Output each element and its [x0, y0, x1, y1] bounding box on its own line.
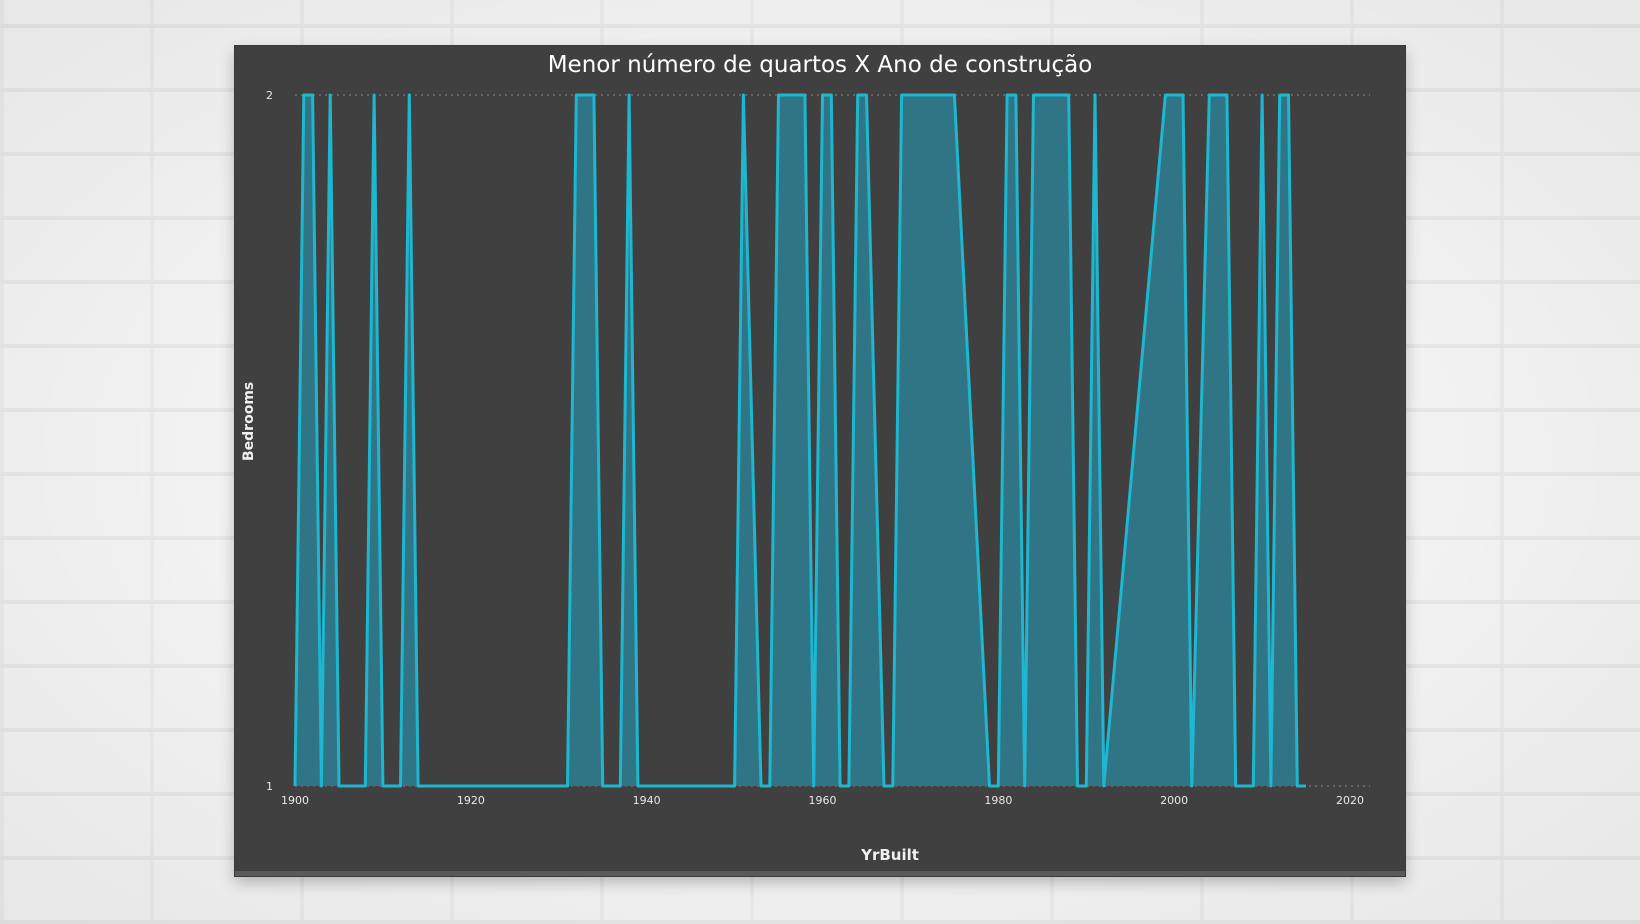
chart-panel: Menor número de quartos X Ano de constru… [235, 46, 1405, 876]
x-tick-label-1960: 1960 [809, 794, 837, 807]
series-line [293, 93, 1306, 788]
x-tick-label-1980: 1980 [984, 794, 1012, 807]
x-axis-label: YrBuilt [861, 846, 919, 864]
y-tick-label-2: 2 [266, 89, 273, 102]
x-tick-label-1900: 1900 [281, 794, 309, 807]
x-tick-label-2000: 2000 [1160, 794, 1188, 807]
chart-title: Menor número de quartos X Ano de constru… [547, 52, 1093, 78]
series-area-fill [295, 95, 1307, 786]
y-axis-label: Bedrooms [241, 381, 257, 461]
area-chart: 1 2 1900 1920 1940 1960 1980 2000 2020 [266, 89, 1370, 807]
x-tick-label-1920: 1920 [457, 794, 485, 807]
x-tick-label-1940: 1940 [633, 794, 661, 807]
x-tick-label-2020: 2020 [1336, 794, 1364, 807]
y-tick-label-1: 1 [266, 780, 273, 793]
